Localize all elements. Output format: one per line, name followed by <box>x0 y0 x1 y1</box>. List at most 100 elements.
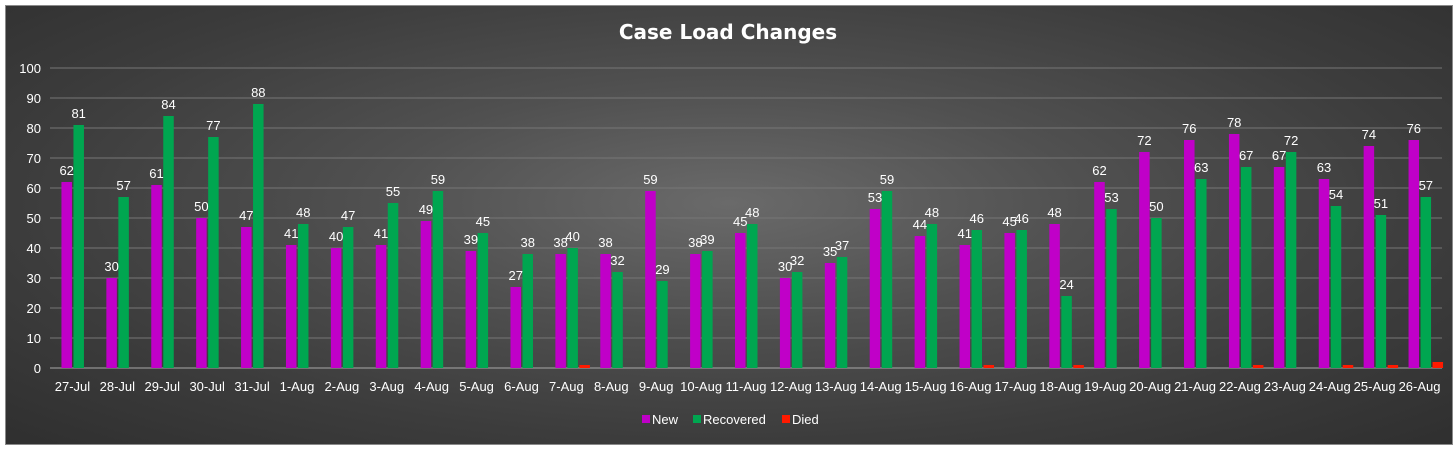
data-label-new: 35 <box>823 244 837 259</box>
data-label-new: 67 <box>1272 148 1286 163</box>
x-tick-label: 11-Aug <box>726 379 767 394</box>
data-label-recovered: 63 <box>1194 160 1208 175</box>
x-tick-label: 8-Aug <box>594 379 629 394</box>
bar-new-9-Aug <box>645 191 656 368</box>
data-label-new: 38 <box>598 235 612 250</box>
data-label-new: 30 <box>104 259 118 274</box>
bar-recovered-2-Aug <box>342 227 354 368</box>
bar-new-13-Aug <box>824 263 836 368</box>
bar-recovered-10-Aug <box>702 251 713 368</box>
data-label-recovered: 40 <box>565 229 579 244</box>
y-tick-label: 30 <box>27 271 41 286</box>
x-tick-label: 29-Jul <box>145 379 181 394</box>
data-label-recovered: 57 <box>1419 178 1433 193</box>
legend-label: Recovered <box>703 412 766 427</box>
y-tick-label: 90 <box>27 91 41 106</box>
data-label-new: 38 <box>553 235 567 250</box>
bar-died-25-Aug <box>1387 365 1399 368</box>
data-label-recovered: 39 <box>700 232 714 247</box>
x-tick-label: 10-Aug <box>680 379 722 394</box>
x-tick-label: 28-Jul <box>100 379 136 394</box>
data-label-new: 62 <box>1092 163 1106 178</box>
data-label-recovered: 53 <box>1104 190 1118 205</box>
bar-new-1-Aug <box>285 245 297 368</box>
x-axis: 27-Jul 28-Jul 29-Jul 30-Jul 31-Jul 1-Aug 2-Aug… <box>55 379 1441 394</box>
bar-recovered-26-Aug <box>1420 197 1432 368</box>
bar-recovered-11-Aug <box>747 224 758 368</box>
bar-new-17-Aug <box>1004 233 1015 368</box>
x-tick-label: 2-Aug <box>325 379 360 394</box>
bar-recovered-12-Aug <box>791 272 803 368</box>
y-axis: 0 10 20 30 40 50 60 70 80 90 100 <box>19 61 41 376</box>
data-label-recovered: 29 <box>655 262 669 277</box>
bar-recovered-9-Aug <box>657 281 668 368</box>
bar-recovered-1-Aug <box>297 224 309 368</box>
bar-recovered-16-Aug <box>971 230 983 368</box>
legend-item-new: New <box>642 412 679 427</box>
bar-died-26-Aug <box>1432 362 1444 368</box>
data-label-new: 30 <box>778 259 792 274</box>
x-tick-label: 13-Aug <box>815 379 857 394</box>
y-tick-label: 100 <box>19 61 41 76</box>
data-label-recovered: 45 <box>476 214 490 229</box>
x-tick-label: 25-Aug <box>1354 379 1396 394</box>
bar-new-14-Aug <box>869 209 881 368</box>
bar-died-7-Aug <box>579 365 590 368</box>
y-tick-label: 10 <box>27 331 41 346</box>
bar-chart: Case Load Changes 0 10 20 30 40 50 60 70 80 90 100… <box>19 20 1444 427</box>
x-tick-label: 16-Aug <box>950 379 992 394</box>
data-label-new: 76 <box>1407 121 1421 136</box>
bar-recovered-27-Jul <box>73 125 84 368</box>
data-label-new: 62 <box>59 163 73 178</box>
bar-new-5-Aug <box>465 251 477 368</box>
data-label-recovered: 55 <box>386 184 400 199</box>
y-tick-label: 50 <box>27 211 41 226</box>
bar-new-11-Aug <box>735 233 746 368</box>
bar-died-22-Aug <box>1252 365 1264 368</box>
x-tick-label: 26-Aug <box>1399 379 1441 394</box>
bar-new-4-Aug <box>420 221 432 368</box>
data-label-recovered: 57 <box>116 178 130 193</box>
data-label-new: 49 <box>419 202 433 217</box>
bar-new-28-Jul <box>106 278 117 368</box>
x-tick-label: 18-Aug <box>1039 379 1081 394</box>
bar-recovered-29-Jul <box>163 116 174 368</box>
data-label-recovered: 48 <box>296 205 310 220</box>
x-tick-label: 30-Jul <box>189 379 225 394</box>
x-tick-label: 14-Aug <box>860 379 902 394</box>
bar-new-19-Aug <box>1094 182 1105 368</box>
data-label-recovered: 67 <box>1239 148 1253 163</box>
data-label-recovered: 46 <box>1014 211 1028 226</box>
bar-new-2-Aug <box>330 248 342 368</box>
legend-swatch <box>693 415 701 423</box>
data-label-recovered: 24 <box>1059 277 1073 292</box>
bar-new-22-Aug <box>1228 134 1240 368</box>
data-label-new: 63 <box>1317 160 1331 175</box>
chart-container: Case Load Changes 0 10 20 30 40 50 60 70 80 90 100… <box>5 5 1453 445</box>
bar-recovered-19-Aug <box>1106 209 1117 368</box>
data-label-new: 48 <box>1047 205 1061 220</box>
data-label-new: 41 <box>958 226 972 241</box>
x-tick-label: 15-Aug <box>905 379 947 394</box>
x-tick-label: 7-Aug <box>549 379 584 394</box>
bar-recovered-7-Aug <box>567 248 578 368</box>
bar-new-7-Aug <box>555 254 566 368</box>
bar-new-31-Jul <box>241 227 252 368</box>
bar-recovered-15-Aug <box>926 224 938 368</box>
bar-recovered-25-Aug <box>1375 215 1387 368</box>
x-tick-label: 20-Aug <box>1129 379 1171 394</box>
data-label-recovered: 47 <box>341 208 355 223</box>
x-tick-label: 31-Jul <box>234 379 270 394</box>
data-label-new: 41 <box>374 226 388 241</box>
data-label-recovered: 46 <box>970 211 984 226</box>
bar-new-27-Jul <box>61 182 72 368</box>
data-label-new: 76 <box>1182 121 1196 136</box>
legend-swatch <box>642 415 650 423</box>
data-label-recovered: 72 <box>1284 133 1298 148</box>
x-tick-label: 4-Aug <box>414 379 449 394</box>
data-label-new: 72 <box>1137 133 1151 148</box>
bar-recovered-20-Aug <box>1151 218 1162 368</box>
bar-new-10-Aug <box>690 254 701 368</box>
x-tick-label: 9-Aug <box>639 379 674 394</box>
x-tick-label: 21-Aug <box>1174 379 1216 394</box>
